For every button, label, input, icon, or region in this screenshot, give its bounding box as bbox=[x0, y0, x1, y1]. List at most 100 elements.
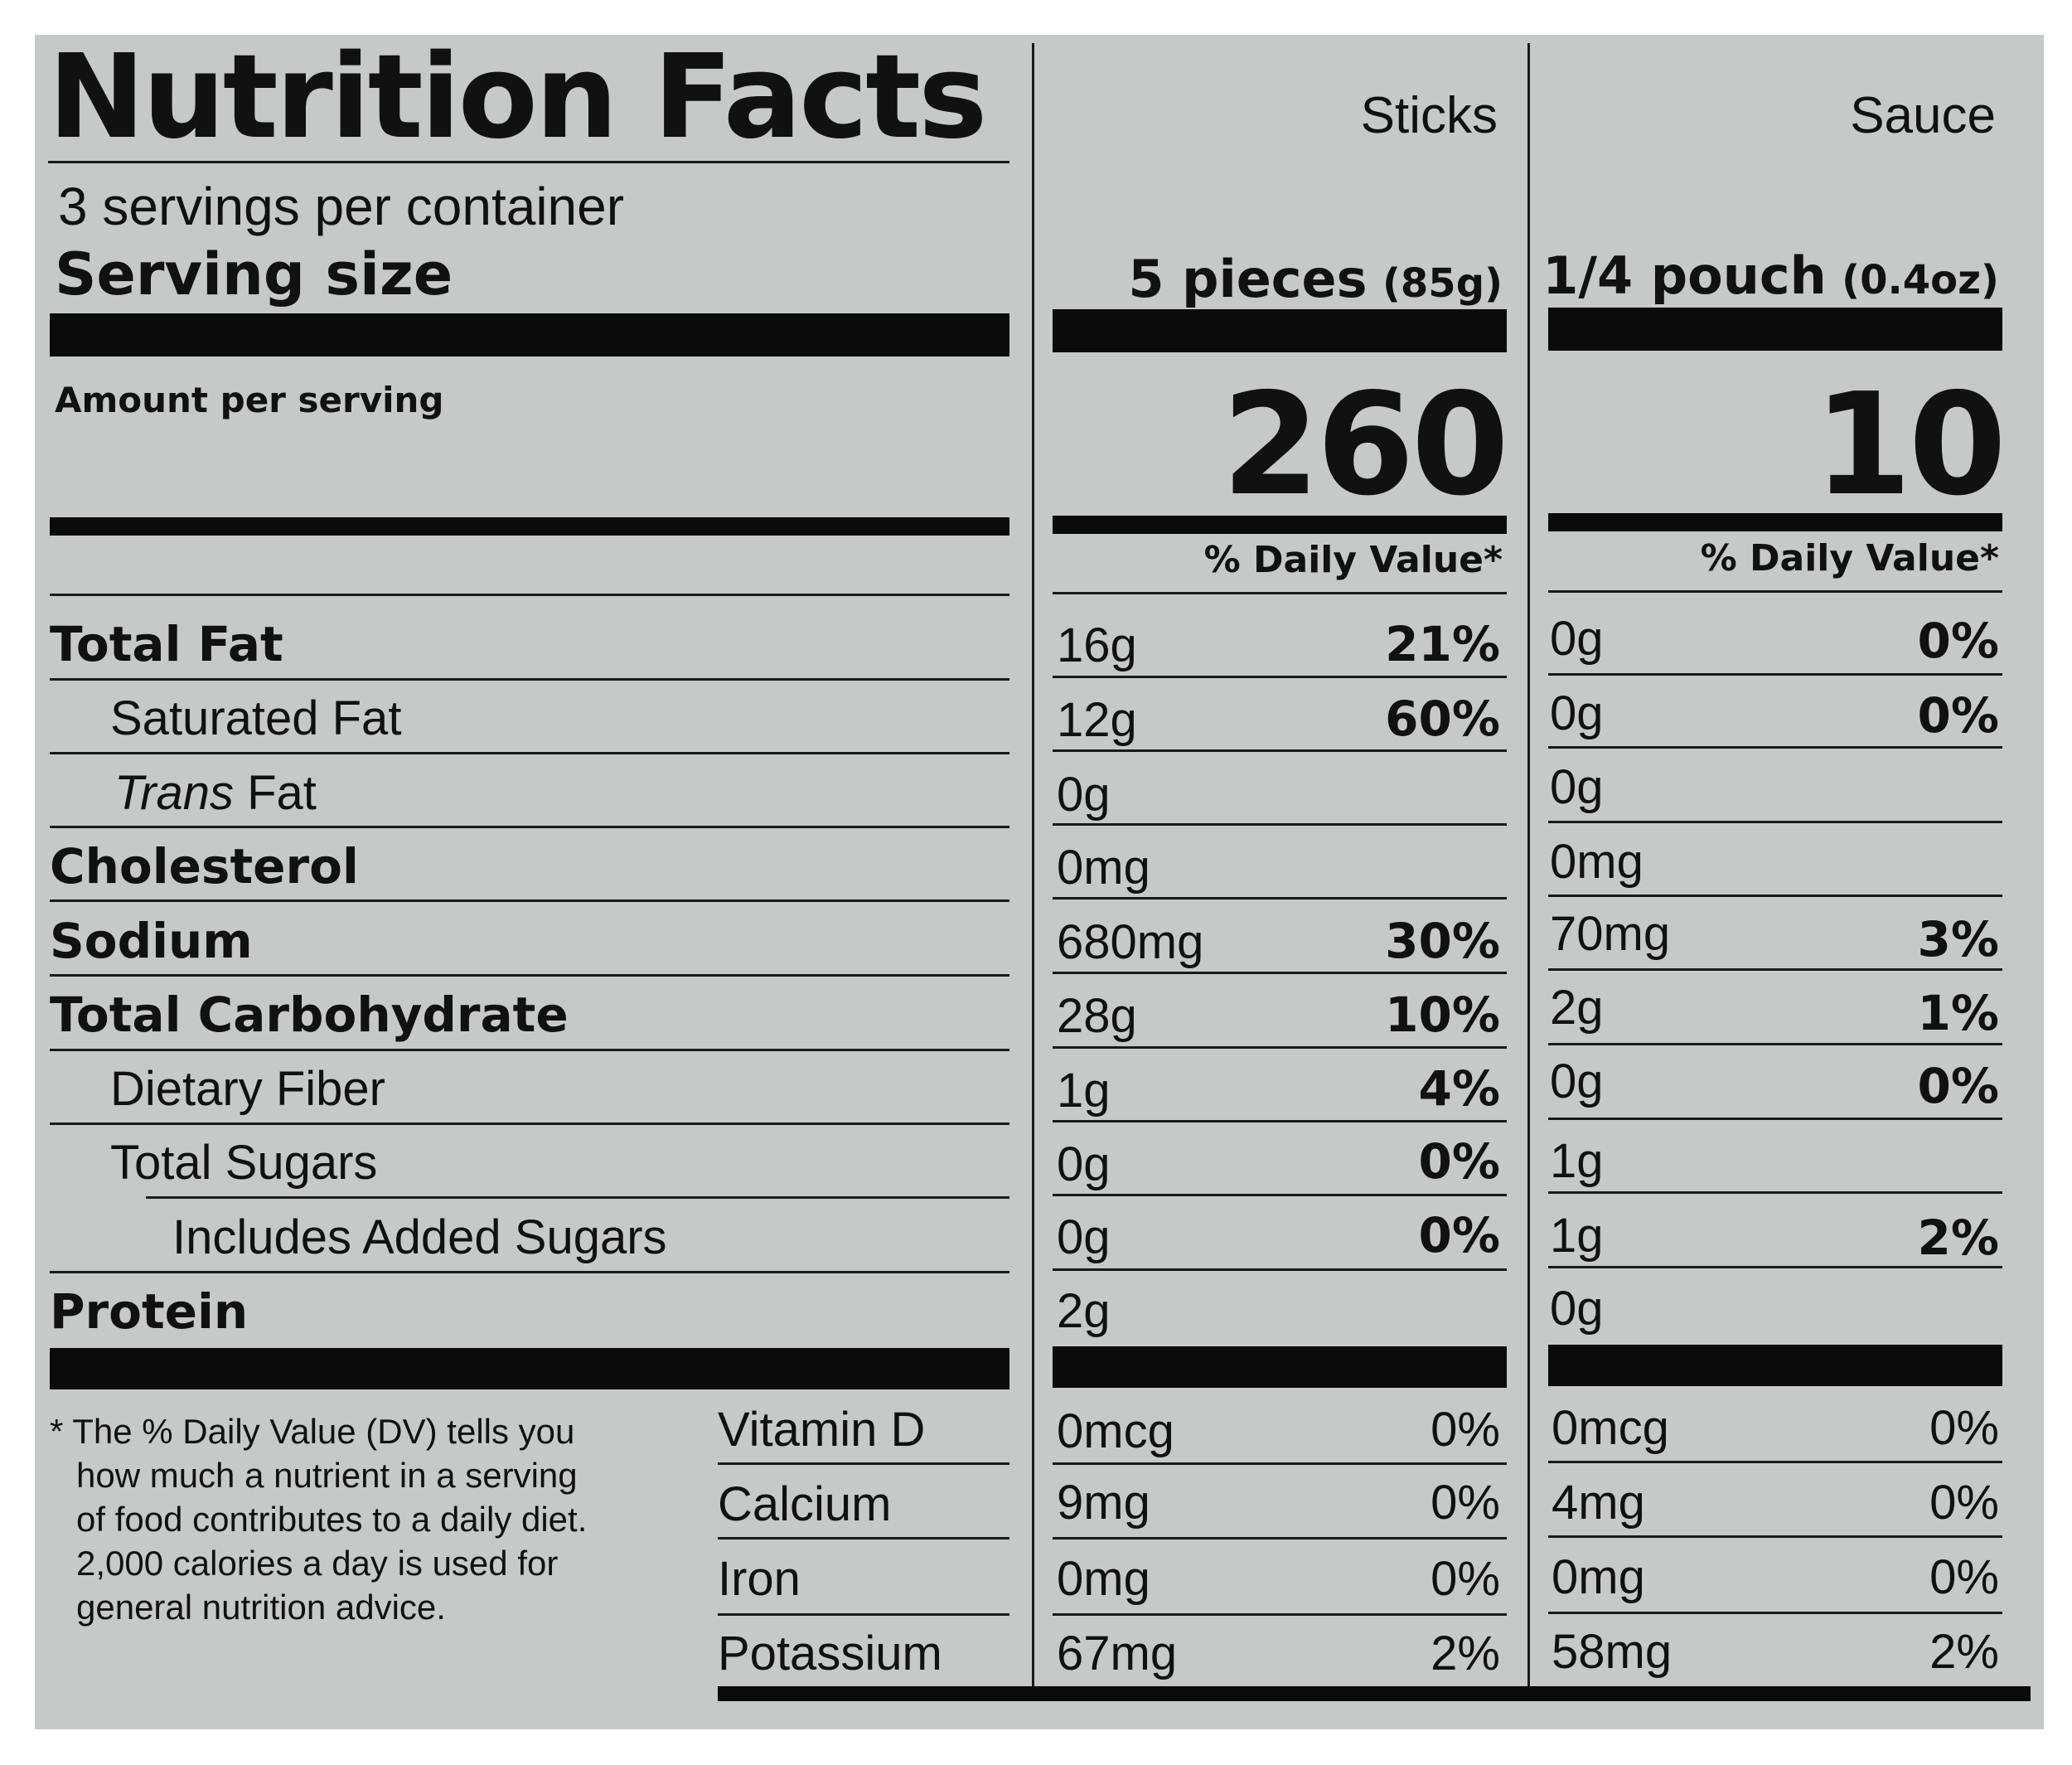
row-rule bbox=[1548, 1461, 2002, 1463]
sticks-dv-dietary-fiber: 4% bbox=[1418, 1060, 1500, 1117]
sauce-value-total-fat: 0g bbox=[1550, 612, 1604, 666]
sticks-value-cholesterol: 0mg bbox=[1057, 841, 1150, 895]
row-rule bbox=[1053, 1046, 1507, 1049]
column-divider-sauce bbox=[1527, 43, 1530, 1688]
thick-bar-vitamins-sticks bbox=[1053, 1346, 1507, 1388]
row-rule bbox=[1548, 1191, 2002, 1194]
sticks-value-added-sugars: 0g bbox=[1057, 1210, 1111, 1264]
title-rule bbox=[48, 161, 1009, 163]
row-rule bbox=[146, 1196, 1009, 1199]
thick-bar-serving-left bbox=[50, 313, 1009, 356]
label-title: Nutrition Facts bbox=[48, 30, 987, 165]
row-rule bbox=[1053, 1613, 1507, 1616]
vitamin-name-vitamin-d: Vitamin D bbox=[718, 1403, 926, 1457]
row-rule bbox=[50, 826, 1009, 828]
nutrient-name-total-sugars: Total Sugars bbox=[110, 1136, 378, 1190]
row-rule bbox=[1053, 897, 1507, 899]
sauce-value-trans-fat: 0g bbox=[1550, 760, 1604, 814]
medium-bar-calories-sticks bbox=[1053, 516, 1507, 534]
sauce-value-sodium: 70mg bbox=[1550, 907, 1671, 961]
trans-fat-rest: Fat bbox=[233, 766, 317, 820]
sticks-dv-iron: 0% bbox=[1431, 1552, 1500, 1606]
row-rule bbox=[1053, 1194, 1507, 1196]
sauce-value-vitamin-d: 0mcg bbox=[1552, 1401, 1669, 1455]
sauce-value-saturated-fat: 0g bbox=[1550, 686, 1604, 740]
row-rule bbox=[50, 1271, 1009, 1273]
sauce-value-cholesterol: 0mg bbox=[1550, 835, 1644, 889]
calories-sticks: 260 bbox=[1222, 363, 1509, 527]
sauce-dv-dietary-fiber: 0% bbox=[1917, 1058, 1999, 1114]
serving-size-sticks: 5 pieces (85g) bbox=[1128, 249, 1503, 309]
medium-bar-calories-sauce bbox=[1548, 513, 2002, 531]
sticks-dv-calcium: 0% bbox=[1431, 1476, 1500, 1530]
sticks-value-total-carbohydrate: 28g bbox=[1057, 989, 1137, 1043]
row-rule bbox=[1548, 821, 2002, 823]
nutrient-name-trans-fat: Trans Fat bbox=[114, 769, 317, 817]
nutrient-name-total-carbohydrate: Total Carbohydrate bbox=[50, 987, 569, 1043]
row-rule bbox=[1053, 823, 1507, 826]
thick-bar-serving-sauce bbox=[1548, 308, 2002, 351]
sauce-value-total-sugars: 1g bbox=[1550, 1134, 1604, 1188]
row-rule bbox=[50, 752, 1009, 754]
row-rule bbox=[50, 678, 1009, 681]
row-rule bbox=[1053, 1462, 1507, 1465]
sticks-value-saturated-fat: 12g bbox=[1057, 693, 1137, 747]
sauce-dv-iron: 0% bbox=[1929, 1550, 1999, 1604]
dv-header-sticks: % Daily Value* bbox=[1203, 539, 1503, 581]
footnote-line: * The % Daily Value (DV) tells you bbox=[50, 1412, 575, 1451]
footnote-line: of food contributes to a daily diet. bbox=[76, 1500, 588, 1539]
row-rule bbox=[1053, 749, 1507, 752]
nutrient-name-saturated-fat: Saturated Fat bbox=[110, 691, 402, 745]
sauce-value-calcium: 4mg bbox=[1552, 1476, 1645, 1530]
sauce-dv-saturated-fat: 0% bbox=[1917, 687, 1999, 744]
row-rule bbox=[1548, 1118, 2002, 1120]
bottom-bar bbox=[718, 1686, 2031, 1701]
dv-footnote: * The % Daily Value (DV) tells you how m… bbox=[50, 1409, 646, 1629]
sticks-dv-total-sugars: 0% bbox=[1418, 1133, 1500, 1190]
thick-bar-vitamins-left bbox=[50, 1348, 1009, 1389]
sauce-value-potassium: 58mg bbox=[1552, 1625, 1673, 1679]
dv-header-rule-left bbox=[50, 594, 1009, 596]
sticks-dv-sodium: 30% bbox=[1385, 913, 1500, 969]
servings-per-container: 3 servings per container bbox=[58, 177, 625, 236]
thick-bar-vitamins-sauce bbox=[1548, 1345, 2002, 1386]
sauce-dv-potassium: 2% bbox=[1929, 1625, 1999, 1679]
trans-italic: Trans bbox=[114, 766, 234, 820]
sticks-value-protein: 2g bbox=[1057, 1284, 1111, 1338]
row-rule bbox=[1548, 895, 2002, 897]
footnote-line: general nutrition advice. bbox=[76, 1588, 446, 1627]
serving-qty-sticks: 5 pieces bbox=[1128, 249, 1368, 309]
sticks-value-vitamin-d: 0mcg bbox=[1057, 1404, 1174, 1458]
row-rule bbox=[1548, 1043, 2002, 1045]
sauce-dv-calcium: 0% bbox=[1929, 1476, 1999, 1530]
row-rule bbox=[1548, 746, 2002, 749]
nutrient-name-dietary-fiber: Dietary Fiber bbox=[110, 1062, 385, 1116]
sauce-value-iron: 0mg bbox=[1552, 1550, 1645, 1604]
thick-bar-serving-sticks bbox=[1053, 309, 1507, 352]
sticks-dv-saturated-fat: 60% bbox=[1385, 691, 1500, 747]
row-rule bbox=[1053, 1537, 1507, 1540]
footnote-line: 2,000 calories a day is used for bbox=[76, 1544, 559, 1583]
sauce-dv-total-fat: 0% bbox=[1917, 613, 1999, 669]
vitamin-name-calcium: Calcium bbox=[718, 1477, 892, 1531]
nutrient-name-cholesterol: Cholesterol bbox=[50, 838, 359, 895]
medium-bar-calories-left bbox=[50, 517, 1009, 536]
row-rule bbox=[718, 1613, 1009, 1616]
sticks-value-calcium: 9mg bbox=[1057, 1476, 1150, 1530]
vitamin-name-potassium: Potassium bbox=[718, 1627, 942, 1680]
footnote-line: how much a nutrient in a serving bbox=[76, 1456, 578, 1495]
nutrient-name-added-sugars: Includes Added Sugars bbox=[172, 1210, 667, 1264]
sticks-value-total-fat: 16g bbox=[1057, 618, 1137, 672]
sauce-value-total-carbohydrate: 2g bbox=[1550, 981, 1604, 1035]
serving-weight-sticks: (85g) bbox=[1382, 260, 1503, 307]
sticks-value-sodium: 680mg bbox=[1057, 915, 1204, 969]
row-rule bbox=[50, 1049, 1009, 1051]
sticks-value-iron: 0mg bbox=[1057, 1552, 1150, 1606]
row-rule bbox=[1053, 972, 1507, 974]
row-rule bbox=[1548, 1266, 2002, 1268]
sauce-value-protein: 0g bbox=[1550, 1282, 1604, 1336]
serving-weight-sauce: (0.4oz) bbox=[1842, 257, 1999, 303]
row-rule bbox=[1548, 1612, 2002, 1614]
sticks-value-trans-fat: 0g bbox=[1057, 768, 1111, 822]
dv-header-rule-sticks bbox=[1053, 592, 1507, 594]
